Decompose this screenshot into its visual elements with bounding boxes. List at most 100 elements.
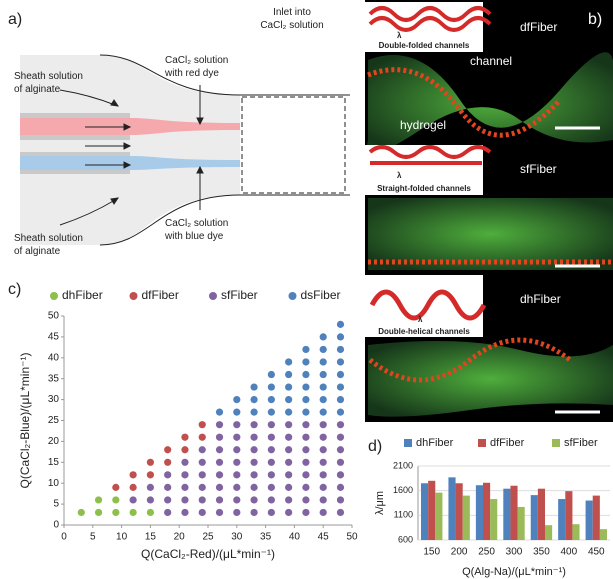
point: [285, 370, 293, 379]
line: CaCl₂ solution: [165, 218, 228, 229]
annotation: channel: [470, 54, 512, 68]
arrows: [59, 85, 204, 226]
point: [181, 471, 189, 479]
point: [233, 471, 241, 479]
y-tick-label: 5: [53, 499, 59, 510]
fiber-label: dfFiber: [520, 20, 557, 34]
point: [94, 508, 103, 517]
point: [198, 433, 206, 441]
point: [233, 446, 241, 454]
point: [164, 458, 172, 466]
point: [336, 483, 345, 491]
legend-label: dfFiber: [490, 437, 525, 449]
point: [319, 370, 327, 379]
point: [250, 446, 258, 454]
point: [319, 458, 327, 466]
x-tick-label: 35: [260, 532, 272, 543]
point: [146, 458, 154, 466]
point: [285, 358, 293, 366]
point: [215, 433, 224, 441]
point: [267, 421, 275, 429]
point: [302, 383, 310, 391]
line: of alginate: [14, 246, 61, 257]
channel-body: [20, 55, 240, 245]
y-tick-label: 50: [48, 311, 60, 322]
point: [198, 446, 206, 454]
line: Inlet into: [273, 7, 311, 18]
point: [233, 421, 241, 429]
point: [233, 458, 241, 466]
caption: Double-folded channels: [379, 41, 470, 50]
micrograph: λ Double-helical channels dhFiber: [365, 275, 613, 417]
label: Inlet into CaCl₂ solution: [260, 7, 323, 31]
channel-image: [367, 67, 562, 138]
point: [302, 471, 310, 479]
x-axis-title: Q(CaCl₂-Red)/(μL*min⁻¹): [141, 547, 275, 561]
schematic: [369, 289, 487, 321]
bar: [585, 500, 593, 540]
point: [250, 483, 258, 491]
point: [336, 508, 345, 517]
y-tick-label: 15: [48, 457, 60, 468]
annotation: hydrogel: [400, 118, 446, 132]
point: [319, 483, 327, 491]
point: [302, 421, 310, 429]
point: [336, 496, 345, 504]
point: [267, 508, 275, 517]
point: [267, 471, 275, 479]
point: [319, 333, 327, 341]
x-tick-label: 25: [202, 532, 214, 543]
point: [267, 370, 275, 379]
point: [319, 433, 327, 441]
line: Sheath solution: [14, 71, 83, 82]
x-tick-label: 350: [533, 547, 550, 558]
point: [319, 345, 327, 354]
label: Sheath solution of alginate: [14, 71, 83, 95]
x-tick-label: 5: [90, 532, 96, 543]
schematic: [368, 145, 492, 165]
fiber-image: [368, 198, 613, 270]
legend-marker: [50, 292, 58, 300]
point: [302, 370, 310, 379]
point: [215, 408, 224, 416]
point: [319, 446, 327, 454]
point: [129, 483, 137, 491]
line: with blue dye: [164, 231, 224, 242]
x-tick-label: 300: [506, 547, 523, 558]
y-tick-label: 35: [48, 373, 60, 384]
bar: [592, 495, 600, 540]
point: [319, 471, 327, 479]
point: [215, 483, 224, 491]
point: [302, 396, 310, 404]
bar: [483, 482, 491, 540]
bar: [448, 477, 456, 540]
legend-marker: [478, 439, 486, 447]
y-tick-label: 30: [48, 394, 60, 405]
point: [302, 508, 310, 517]
panel-label: c): [8, 281, 21, 298]
point: [164, 496, 172, 504]
y-tick-label: 20: [48, 436, 60, 447]
point: [233, 508, 241, 517]
legend-marker: [129, 292, 138, 300]
point: [267, 383, 275, 391]
x-tick-label: 45: [318, 532, 330, 543]
point: [336, 458, 345, 466]
bar: [435, 492, 443, 540]
point: [112, 508, 120, 517]
fiber-label: dhFiber: [520, 292, 561, 306]
point: [267, 433, 275, 441]
point: [285, 496, 293, 504]
bar: [421, 483, 429, 540]
lambda: λ: [418, 315, 423, 324]
wall: [99, 194, 350, 246]
legend-label: sfFiber: [564, 437, 598, 449]
point: [233, 483, 241, 491]
legend-label: dhFiber: [416, 437, 454, 449]
bar: [517, 506, 525, 540]
point: [285, 483, 293, 491]
x-tick-label: 40: [289, 532, 301, 543]
point: [302, 345, 310, 354]
point: [164, 471, 172, 479]
channel-image: [368, 337, 572, 383]
